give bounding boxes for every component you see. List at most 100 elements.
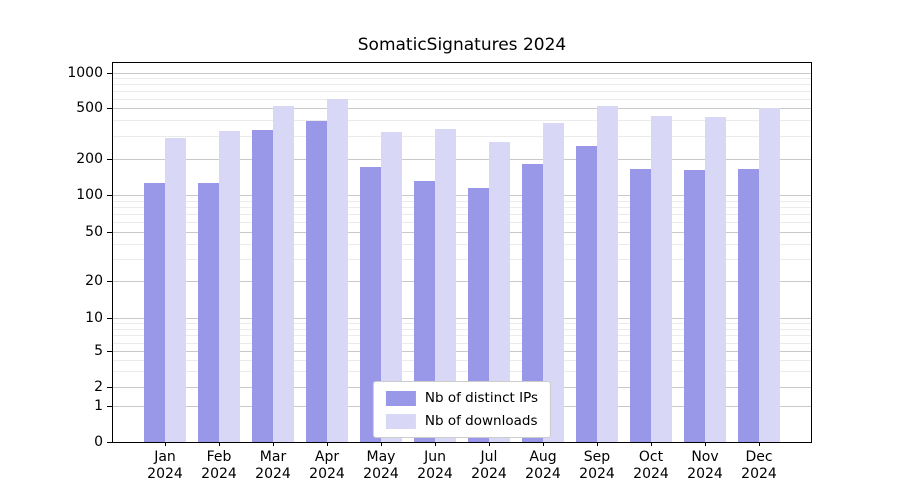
bar-distinct-ips bbox=[630, 168, 651, 442]
bar-distinct-ips bbox=[684, 170, 705, 442]
bar-downloads bbox=[165, 137, 186, 442]
minor-gridline bbox=[113, 120, 811, 122]
major-gridline bbox=[113, 107, 811, 109]
major-gridline bbox=[113, 317, 811, 319]
x-tick-mark bbox=[759, 442, 760, 446]
minor-gridline bbox=[113, 371, 811, 373]
minor-gridline bbox=[113, 222, 811, 224]
plot-area: Nb of distinct IPs Nb of downloads bbox=[112, 62, 812, 443]
x-tick-label: Oct 2024 bbox=[633, 449, 669, 482]
major-gridline bbox=[113, 280, 811, 282]
bar-distinct-ips bbox=[360, 167, 381, 442]
bar-downloads bbox=[219, 130, 240, 442]
major-gridline bbox=[113, 158, 811, 160]
bar-downloads bbox=[705, 117, 726, 442]
major-gridline bbox=[113, 232, 811, 234]
minor-gridline bbox=[113, 98, 811, 100]
bar-downloads bbox=[435, 129, 456, 442]
minor-gridline bbox=[113, 259, 811, 261]
y-tick-label: 10 bbox=[85, 309, 103, 326]
y-tick-label: 5 bbox=[94, 343, 103, 360]
y-tick-mark bbox=[107, 232, 112, 234]
y-tick-mark bbox=[107, 351, 112, 353]
y-tick-mark bbox=[107, 107, 112, 109]
bar-distinct-ips bbox=[252, 129, 273, 442]
x-tick-label: Jan 2024 bbox=[147, 449, 183, 482]
y-tick-label: 200 bbox=[76, 150, 103, 167]
legend-swatch-downloads bbox=[385, 413, 416, 429]
y-tick-label: 2 bbox=[94, 379, 103, 396]
bar-distinct-ips bbox=[522, 164, 543, 442]
y-tick-mark bbox=[107, 442, 112, 443]
y-tick-label: 500 bbox=[76, 99, 103, 116]
bar-downloads bbox=[543, 122, 564, 442]
y-tick-label: 1000 bbox=[67, 64, 103, 81]
x-tick-label: May 2024 bbox=[363, 449, 399, 482]
x-tick-label: Sep 2024 bbox=[579, 449, 615, 482]
minor-gridline bbox=[113, 243, 811, 245]
y-tick-label: 100 bbox=[76, 187, 103, 204]
minor-gridline bbox=[113, 335, 811, 337]
major-gridline bbox=[113, 351, 811, 353]
minor-gridline bbox=[113, 90, 811, 92]
x-tick-label: Nov 2024 bbox=[687, 449, 723, 482]
x-tick-mark bbox=[273, 442, 274, 446]
minor-gridline bbox=[113, 214, 811, 216]
y-tick-mark bbox=[107, 72, 112, 74]
x-tick-label: Feb 2024 bbox=[201, 449, 237, 482]
legend-item-distinct-ips: Nb of distinct IPs bbox=[385, 390, 539, 406]
x-tick-mark bbox=[327, 442, 328, 446]
minor-gridline bbox=[113, 322, 811, 324]
minor-gridline bbox=[113, 84, 811, 86]
major-gridline bbox=[113, 72, 811, 74]
y-tick-mark bbox=[107, 405, 112, 407]
legend-label-distinct-ips: Nb of distinct IPs bbox=[424, 390, 539, 406]
y-tick-label: 20 bbox=[85, 272, 103, 289]
major-gridline bbox=[113, 195, 811, 197]
bar-downloads bbox=[273, 105, 294, 442]
bar-distinct-ips bbox=[468, 187, 489, 442]
y-tick-label: 50 bbox=[85, 224, 103, 241]
x-tick-label: Dec 2024 bbox=[741, 449, 777, 482]
bar-distinct-ips bbox=[144, 183, 165, 442]
x-tick-mark bbox=[165, 442, 166, 446]
bar-downloads bbox=[651, 116, 672, 442]
minor-gridline bbox=[113, 136, 811, 138]
minor-gridline bbox=[113, 328, 811, 330]
chart-title: SomaticSignatures 2024 bbox=[357, 35, 567, 55]
x-tick-label: Apr 2024 bbox=[309, 449, 345, 482]
minor-gridline bbox=[113, 342, 811, 344]
x-tick-label: Jun 2024 bbox=[417, 449, 453, 482]
x-tick-mark bbox=[651, 442, 652, 446]
x-tick-mark bbox=[597, 442, 598, 446]
bar-downloads bbox=[597, 105, 618, 442]
bar-distinct-ips bbox=[306, 120, 327, 442]
x-tick-mark bbox=[219, 442, 220, 446]
bar-downloads bbox=[489, 141, 510, 442]
x-tick-mark bbox=[435, 442, 436, 446]
bar-downloads bbox=[759, 107, 780, 442]
legend-item-downloads: Nb of downloads bbox=[385, 413, 538, 429]
bar-distinct-ips bbox=[576, 146, 597, 442]
x-tick-mark bbox=[543, 442, 544, 446]
bar-distinct-ips bbox=[198, 182, 219, 442]
y-tick-mark bbox=[107, 387, 112, 389]
minor-gridline bbox=[113, 200, 811, 202]
y-tick-label: 1 bbox=[94, 397, 103, 414]
y-tick-mark bbox=[107, 280, 112, 282]
x-tick-label: Mar 2024 bbox=[255, 449, 291, 482]
legend: Nb of distinct IPs Nb of downloads bbox=[372, 381, 552, 438]
y-tick-mark bbox=[107, 158, 112, 160]
minor-gridline bbox=[113, 360, 811, 362]
x-tick-mark bbox=[705, 442, 706, 446]
y-tick-label: 0 bbox=[94, 434, 103, 450]
minor-gridline bbox=[113, 207, 811, 209]
x-tick-mark bbox=[381, 442, 382, 446]
y-tick-mark bbox=[107, 195, 112, 197]
minor-gridline bbox=[113, 78, 811, 80]
bar-distinct-ips bbox=[738, 168, 759, 442]
legend-swatch-distinct-ips bbox=[385, 390, 416, 406]
x-tick-label: Jul 2024 bbox=[471, 449, 507, 482]
bar-downloads bbox=[381, 132, 402, 442]
